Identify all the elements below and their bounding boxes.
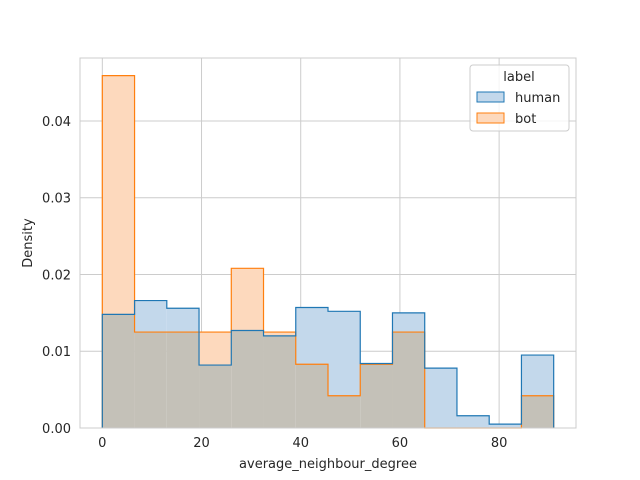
histogram-bars (102, 75, 554, 428)
bar-bot-0 (102, 75, 135, 315)
x-tick-label: 0 (98, 436, 106, 451)
bar-human-11 (456, 415, 490, 428)
y-tick-label: 0.01 (42, 345, 71, 360)
y-tick-label: 0.04 (42, 115, 71, 130)
y-tick-label: 0.03 (42, 192, 71, 207)
bar-human-2 (166, 308, 200, 333)
legend-swatch-bot (476, 112, 505, 124)
bar-human-13 (521, 355, 554, 396)
bar-human-7 (328, 311, 361, 396)
bar-human-12 (489, 424, 522, 428)
x-tick-label: 80 (491, 436, 508, 451)
legend: label human bot (469, 64, 570, 132)
bar-bot-4 (231, 268, 264, 331)
x-tick-label: 20 (193, 436, 210, 451)
legend-title: label (503, 70, 534, 85)
x-axis-label: average_neighbour_degree (239, 457, 417, 472)
y-axis-label: Density (21, 218, 36, 268)
bar-overlap-8 (360, 364, 393, 428)
bar-human-9 (392, 312, 425, 333)
y-tick-label: 0.00 (42, 422, 71, 437)
bar-overlap-4 (231, 330, 264, 428)
legend-label-human: human (515, 91, 560, 106)
bar-overlap-13 (521, 395, 554, 428)
bar-overlap-7 (328, 395, 361, 428)
bar-overlap-3 (199, 365, 232, 428)
legend-label-bot: bot (515, 112, 536, 127)
bar-overlap-5 (263, 335, 296, 428)
bar-overlap-0 (102, 314, 135, 428)
plot-frame (79, 57, 577, 429)
x-axis-ticks: 0 20 40 60 80 (98, 436, 507, 451)
bar-overlap-1 (134, 332, 167, 428)
bar-human-6 (295, 307, 328, 365)
legend-swatch-human (476, 91, 505, 103)
bar-human-1 (134, 300, 167, 333)
bar-overlap-6 (295, 364, 328, 428)
y-axis-ticks: 0.00 0.01 0.02 0.03 0.04 (42, 115, 71, 437)
x-tick-label: 60 (392, 436, 409, 451)
bar-overlap-9 (392, 332, 425, 428)
x-tick-label: 40 (292, 436, 309, 451)
bar-overlap-2 (166, 332, 200, 428)
bar-bot-5 (263, 332, 296, 336)
bar-bot-3 (199, 332, 232, 366)
outline-human (101, 299, 555, 428)
y-tick-label: 0.02 (42, 268, 71, 283)
bar-human-10 (424, 368, 457, 428)
